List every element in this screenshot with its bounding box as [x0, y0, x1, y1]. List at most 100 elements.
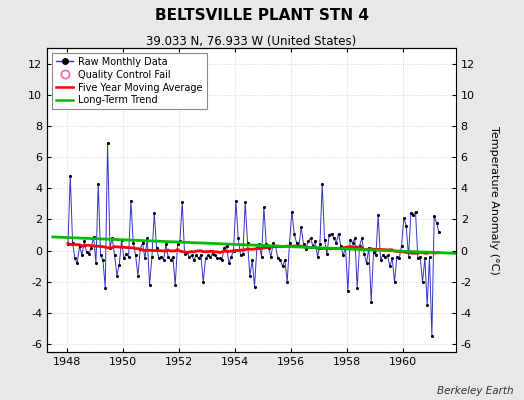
Point [190, 257, 198, 263]
Point [255, 241, 264, 248]
Point [143, 235, 151, 241]
Text: Berkeley Earth: Berkeley Earth [437, 386, 514, 396]
Point [330, 235, 338, 241]
Point [344, 288, 352, 294]
Point [358, 235, 366, 241]
Point [69, 240, 77, 246]
Point [230, 248, 238, 254]
Point [290, 230, 298, 237]
Point [82, 249, 91, 256]
Point [274, 255, 282, 262]
Point [360, 250, 368, 257]
Point [390, 279, 399, 285]
Point [341, 244, 350, 251]
Point [376, 257, 385, 263]
Point [75, 243, 84, 249]
Point [315, 241, 324, 248]
Point [90, 234, 98, 240]
Point [351, 235, 359, 241]
Point [85, 250, 93, 257]
Point [264, 244, 272, 251]
Point [103, 140, 112, 146]
Point [276, 257, 285, 263]
Point [416, 254, 424, 260]
Point [384, 252, 392, 258]
Point [119, 255, 128, 262]
Point [178, 199, 187, 206]
Point [173, 241, 182, 248]
Point [241, 199, 249, 206]
Point [253, 244, 261, 251]
Point [367, 299, 375, 305]
Point [311, 238, 320, 244]
Point [217, 257, 226, 263]
Point [188, 252, 196, 258]
Point [325, 232, 333, 238]
Point [129, 240, 137, 246]
Point [215, 255, 224, 262]
Point [71, 255, 79, 262]
Point [122, 250, 130, 257]
Point [288, 208, 296, 215]
Point [395, 255, 403, 262]
Point [194, 255, 203, 262]
Point [379, 252, 387, 258]
Point [220, 244, 228, 251]
Point [328, 230, 336, 237]
Point [292, 240, 301, 246]
Point [428, 333, 436, 340]
Point [313, 254, 322, 260]
Point [348, 240, 357, 246]
Point [73, 260, 81, 266]
Point [425, 254, 434, 260]
Point [365, 244, 373, 251]
Point [145, 282, 154, 288]
Point [246, 272, 254, 279]
Point [304, 238, 312, 244]
Point [183, 249, 191, 256]
Point [96, 252, 105, 258]
Point [201, 255, 210, 262]
Point [213, 255, 222, 262]
Point [87, 244, 95, 251]
Point [286, 240, 294, 246]
Point [407, 210, 415, 216]
Point [150, 210, 158, 216]
Point [162, 241, 170, 248]
Point [271, 243, 280, 249]
Point [180, 250, 189, 257]
Point [80, 238, 89, 244]
Point [185, 254, 193, 260]
Point [260, 204, 268, 210]
Point [369, 249, 378, 256]
Point [337, 243, 345, 249]
Point [283, 279, 291, 285]
Point [353, 285, 362, 291]
Point [176, 238, 184, 244]
Point [294, 243, 303, 249]
Text: BELTSVILLE PLANT STN 4: BELTSVILLE PLANT STN 4 [155, 8, 369, 23]
Point [278, 263, 287, 270]
Point [99, 257, 107, 263]
Point [132, 252, 140, 258]
Point [248, 257, 256, 263]
Point [320, 236, 329, 243]
Point [196, 252, 205, 258]
Point [281, 257, 289, 263]
Point [236, 252, 245, 258]
Point [402, 222, 410, 229]
Point [267, 254, 275, 260]
Point [136, 246, 145, 252]
Point [243, 240, 252, 246]
Point [225, 260, 233, 266]
Point [199, 279, 208, 285]
Point [418, 279, 427, 285]
Point [362, 260, 370, 266]
Point [392, 254, 401, 260]
Point [206, 254, 214, 260]
Point [211, 252, 219, 258]
Point [138, 240, 147, 246]
Point [164, 254, 172, 260]
Point [250, 283, 259, 290]
Point [192, 252, 200, 258]
